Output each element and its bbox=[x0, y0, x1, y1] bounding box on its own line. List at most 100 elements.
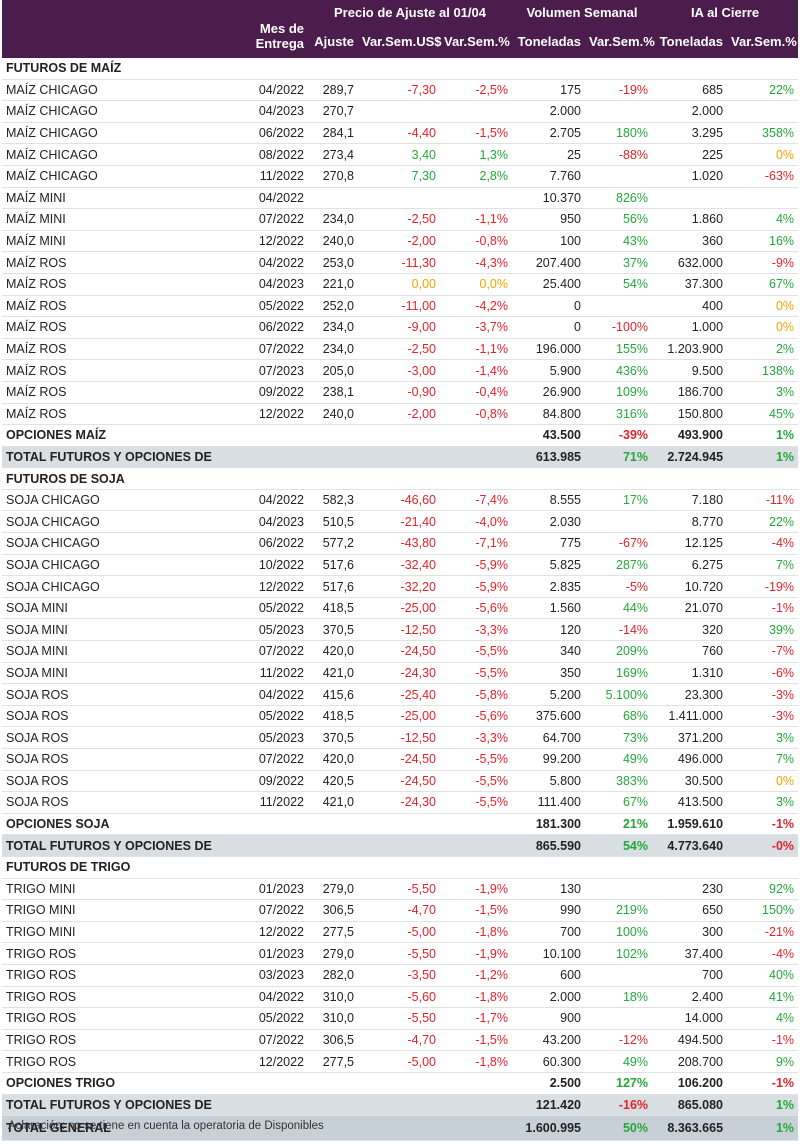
cell-mes bbox=[212, 446, 308, 469]
row-name: SOJA MINI bbox=[2, 662, 212, 685]
cell-aj: 277,5 bbox=[308, 1050, 358, 1073]
cell-aj bbox=[308, 1072, 358, 1095]
cell-vvp bbox=[585, 295, 653, 318]
cell-vu bbox=[358, 446, 440, 469]
cell-it: 6.275 bbox=[652, 554, 728, 577]
cell-aj: 310,0 bbox=[308, 986, 358, 1009]
table-row: SOJA ROS 09/2022 420,5 -24,50 -5,5% 5.800 383%… bbox=[2, 770, 799, 793]
table-row: MAÍZ CHICAGO 06/2022 284,1 -4,40 -1,5% 2.705 1… bbox=[2, 122, 799, 145]
cell-it bbox=[652, 187, 728, 210]
table-header: Mes de Entrega Precio de Ajuste al 01/04 … bbox=[2, 0, 799, 58]
cell-vt: 7.760 bbox=[512, 165, 585, 188]
cell-ivp: 3% bbox=[727, 726, 799, 749]
cell-vvp bbox=[585, 1007, 653, 1030]
cell-vp: -1,9% bbox=[440, 878, 512, 901]
table-row: TRIGO MINI 01/2023 279,0 -5,50 -1,9% 130 230 92… bbox=[2, 878, 799, 901]
cell-vvp bbox=[585, 100, 653, 123]
cell-mes: 06/2022 bbox=[212, 122, 308, 145]
cell-it: 371.200 bbox=[652, 726, 728, 749]
cell-ivp: 9% bbox=[727, 1050, 799, 1073]
cell-aj bbox=[308, 1094, 358, 1117]
total-row: TOTAL FUTUROS Y OPCIONES DE MAÍZ 613.9857… bbox=[2, 446, 799, 469]
cell-vp bbox=[440, 446, 512, 469]
cell-vu: -25,00 bbox=[358, 705, 440, 728]
table-row: SOJA MINI 11/2022 421,0 -24,30 -5,5% 350 169% 1… bbox=[2, 662, 799, 685]
cell-aj: 310,0 bbox=[308, 1007, 358, 1030]
cell-vp: -1,7% bbox=[440, 1007, 512, 1030]
cell-aj: 205,0 bbox=[308, 359, 358, 382]
cell-it: 1.000 bbox=[652, 316, 728, 339]
cell-vt: 2.030 bbox=[512, 510, 585, 534]
table-row: MAÍZ ROS 04/2022 253,0 -11,30 -4,3% 207.400 37… bbox=[2, 251, 799, 274]
header-ajuste: Ajuste bbox=[308, 24, 358, 58]
cell-aj: 284,1 bbox=[308, 122, 358, 145]
cell-it: 2.400 bbox=[652, 986, 728, 1009]
options-row: OPCIONES SOJA 181.300 21% 1.959.610 -1% bbox=[2, 813, 799, 836]
cell-vvp: -88% bbox=[585, 143, 653, 166]
cell-mes: 11/2022 bbox=[212, 662, 308, 685]
cell-vu: -24,50 bbox=[358, 770, 440, 793]
cell-vt: 0 bbox=[512, 316, 585, 339]
cell-vp: -5,9% bbox=[440, 554, 512, 577]
cell-vp bbox=[440, 187, 512, 210]
cell-vvp: 219% bbox=[585, 899, 653, 922]
cell-ivp: -19% bbox=[727, 575, 799, 598]
cell-aj: 582,3 bbox=[308, 489, 358, 512]
cell-ivp: 3% bbox=[727, 381, 799, 404]
cell-it: 37.300 bbox=[652, 273, 728, 296]
cell-vu: -4,70 bbox=[358, 899, 440, 922]
cell-it: 413.500 bbox=[652, 791, 728, 814]
cell-vt: 43.200 bbox=[512, 1029, 585, 1052]
cell-vvp: 44% bbox=[585, 597, 653, 620]
table-row: TRIGO ROS 05/2022 310,0 -5,50 -1,7% 900 14.000… bbox=[2, 1007, 799, 1030]
cell-ivp: 138% bbox=[727, 359, 799, 382]
cell-it: 8.770 bbox=[652, 510, 728, 534]
cell-ivp: -6% bbox=[727, 662, 799, 685]
cell-it: 360 bbox=[652, 230, 728, 253]
cell-vt: 181.300 bbox=[512, 813, 585, 836]
table-row: SOJA ROS 07/2022 420,0 -24,50 -5,5% 99.200 49%… bbox=[2, 748, 799, 771]
cell-it: 300 bbox=[652, 921, 728, 944]
cell-aj: 277,5 bbox=[308, 921, 358, 944]
cell-vt: 120 bbox=[512, 618, 585, 642]
cell-vt: 111.400 bbox=[512, 791, 585, 814]
cell-mes: 12/2022 bbox=[212, 575, 308, 598]
cell-vp: -5,6% bbox=[440, 705, 512, 728]
cell-vu: -24,50 bbox=[358, 640, 440, 663]
cell-vt: 2.500 bbox=[512, 1072, 585, 1095]
row-name: MAÍZ MINI bbox=[2, 230, 212, 253]
cell-mes: 10/2022 bbox=[212, 554, 308, 577]
cell-mes: 04/2022 bbox=[212, 986, 308, 1009]
cell-mes bbox=[212, 813, 308, 836]
cell-vp: 1,3% bbox=[440, 143, 512, 166]
cell-vvp: 209% bbox=[585, 640, 653, 663]
cell-vt: 100 bbox=[512, 230, 585, 253]
cell-ivp: 41% bbox=[727, 986, 799, 1009]
cell-mes: 05/2023 bbox=[212, 726, 308, 749]
section-header: FUTUROS DE SOJA bbox=[2, 467, 799, 490]
cell-vp: -5,6% bbox=[440, 597, 512, 620]
cell-it: 1.020 bbox=[652, 165, 728, 188]
row-name: SOJA CHICAGO bbox=[2, 510, 212, 534]
cell-aj: 415,6 bbox=[308, 683, 358, 706]
table-row: MAÍZ CHICAGO 08/2022 273,4 3,40 1,3% 25 -88% 22… bbox=[2, 143, 799, 166]
cell-aj: 420,0 bbox=[308, 748, 358, 771]
cell-vu: -25,00 bbox=[358, 597, 440, 620]
row-name: TRIGO ROS bbox=[2, 986, 212, 1009]
table-row: SOJA CHICAGO 06/2022 577,2 -43,80 -7,1% 775 -6… bbox=[2, 532, 799, 555]
cell-vvp: 73% bbox=[585, 726, 653, 749]
cell-vu: -5,50 bbox=[358, 1007, 440, 1030]
row-name: TOTAL FUTUROS Y OPCIONES DE MAÍZ bbox=[2, 446, 212, 469]
cell-vu: -11,00 bbox=[358, 295, 440, 318]
row-name: SOJA MINI bbox=[2, 618, 212, 642]
cell-vu: -24,30 bbox=[358, 662, 440, 685]
cell-vt: 64.700 bbox=[512, 726, 585, 749]
cell-aj: 418,5 bbox=[308, 705, 358, 728]
cell-it: 186.700 bbox=[652, 381, 728, 404]
row-name: MAÍZ CHICAGO bbox=[2, 79, 212, 102]
cell-it: 1.860 bbox=[652, 208, 728, 231]
cell-it: 225 bbox=[652, 143, 728, 166]
cell-vvp: 49% bbox=[585, 748, 653, 771]
cell-aj: 234,0 bbox=[308, 338, 358, 361]
cell-ivp: -3% bbox=[727, 683, 799, 706]
